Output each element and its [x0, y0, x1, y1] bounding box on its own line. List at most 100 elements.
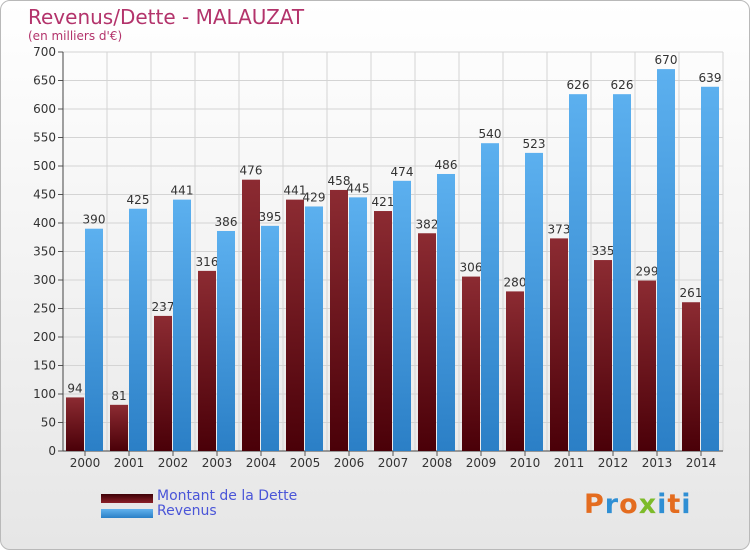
data-label-dette: 441 [284, 184, 307, 198]
x-tick-label: 2000 [70, 456, 101, 470]
bar-dette [418, 233, 436, 451]
x-tick-label: 2011 [554, 456, 585, 470]
bar-revenus [613, 94, 631, 452]
logo-letter: o [619, 489, 639, 520]
data-label-dette: 261 [680, 286, 703, 300]
data-label-revenus: 670 [655, 53, 678, 67]
x-tick-label: 2014 [686, 456, 717, 470]
y-tick-label: 350 [33, 245, 56, 259]
data-label-revenus: 386 [215, 215, 238, 229]
bar-dette [198, 270, 216, 451]
bar-revenus [481, 143, 499, 451]
x-tick-label: 2002 [158, 456, 189, 470]
y-tick-label: 400 [33, 216, 56, 230]
x-tick-label: 2006 [334, 456, 365, 470]
data-label-dette: 458 [328, 174, 351, 188]
y-tick-label: 150 [33, 359, 56, 373]
data-label-revenus: 445 [347, 181, 370, 195]
x-tick-label: 2004 [246, 456, 277, 470]
data-label-revenus: 626 [567, 78, 590, 92]
data-label-dette: 306 [460, 261, 483, 275]
data-label-revenus: 639 [699, 71, 722, 85]
data-label-dette: 237 [152, 300, 175, 314]
bar-dette [286, 199, 304, 451]
data-label-dette: 373 [548, 222, 571, 236]
x-tick-label: 2005 [290, 456, 321, 470]
logo-letter: i [681, 489, 692, 520]
x-tick-label: 2012 [598, 456, 629, 470]
y-tick-label: 450 [33, 188, 56, 202]
x-tick-label: 2009 [466, 456, 497, 470]
bar-dette [594, 260, 612, 451]
bar-dette [682, 302, 700, 451]
data-label-revenus: 486 [435, 158, 458, 172]
legend-swatch-dette [101, 494, 153, 503]
x-tick-label: 2010 [510, 456, 541, 470]
logo-letter: P [584, 489, 605, 520]
logo-letter: t [667, 489, 682, 520]
bar-dette [638, 280, 656, 451]
y-tick-label: 250 [33, 302, 56, 316]
proxiti-logo: Proxiti [584, 489, 692, 520]
bar-revenus [657, 69, 675, 451]
bar-revenus [129, 208, 147, 451]
bar-revenus [701, 86, 719, 452]
x-tick-label: 2007 [378, 456, 409, 470]
data-label-revenus: 474 [391, 165, 414, 179]
chart-title: Revenus/Dette - MALAUZAT [28, 5, 305, 29]
legend-label-dette: Montant de la Dette [157, 488, 298, 504]
logo-letter: i [657, 489, 668, 520]
logo-letter: x [638, 489, 658, 520]
y-tick-label: 700 [33, 45, 56, 59]
bar-revenus [173, 199, 191, 451]
data-label-dette: 421 [372, 195, 395, 209]
data-label-revenus: 390 [83, 213, 106, 227]
bar-dette [242, 179, 260, 451]
y-tick-label: 600 [33, 102, 56, 116]
bar-revenus [393, 180, 411, 451]
bar-revenus [569, 94, 587, 452]
x-tick-label: 2003 [202, 456, 233, 470]
bar-revenus [437, 173, 455, 452]
y-tick-label: 200 [33, 330, 56, 344]
x-tick-label: 2013 [642, 456, 673, 470]
bar-dette [506, 291, 524, 451]
bar-revenus [349, 197, 367, 451]
y-tick-label: 0 [48, 444, 56, 458]
bar-dette [374, 211, 392, 451]
data-label-dette: 316 [196, 255, 219, 269]
data-label-dette: 335 [592, 244, 615, 258]
data-label-dette: 382 [416, 217, 439, 231]
data-label-revenus: 626 [611, 78, 634, 92]
logo-letter: r [604, 489, 620, 520]
legend-label-revenus: Revenus [157, 503, 217, 519]
x-tick-label: 2001 [114, 456, 145, 470]
chart-subtitle: (en milliers d'€) [28, 29, 123, 43]
data-label-revenus: 425 [127, 193, 150, 207]
data-label-revenus: 429 [303, 190, 326, 204]
bar-dette [110, 404, 128, 451]
bar-dette [154, 315, 172, 451]
data-label-dette: 94 [67, 381, 82, 395]
data-label-dette: 81 [111, 389, 126, 403]
data-label-dette: 299 [636, 265, 659, 279]
x-tick-label: 2008 [422, 456, 453, 470]
legend-swatch-revenus [101, 509, 153, 518]
bar-revenus [525, 152, 543, 451]
data-label-revenus: 523 [523, 137, 546, 151]
data-label-dette: 476 [240, 164, 263, 178]
bar-dette [66, 397, 84, 451]
bar-revenus [217, 230, 235, 451]
y-tick-label: 550 [33, 131, 56, 145]
data-label-revenus: 395 [259, 210, 282, 224]
bar-dette [330, 189, 348, 451]
bar-revenus [85, 228, 103, 451]
bar-revenus [261, 225, 279, 451]
y-tick-label: 100 [33, 387, 56, 401]
data-label-revenus: 441 [171, 184, 194, 198]
y-tick-label: 50 [41, 416, 56, 430]
bar-revenus [305, 206, 323, 451]
bar-dette [550, 238, 568, 451]
y-tick-label: 650 [33, 74, 56, 88]
